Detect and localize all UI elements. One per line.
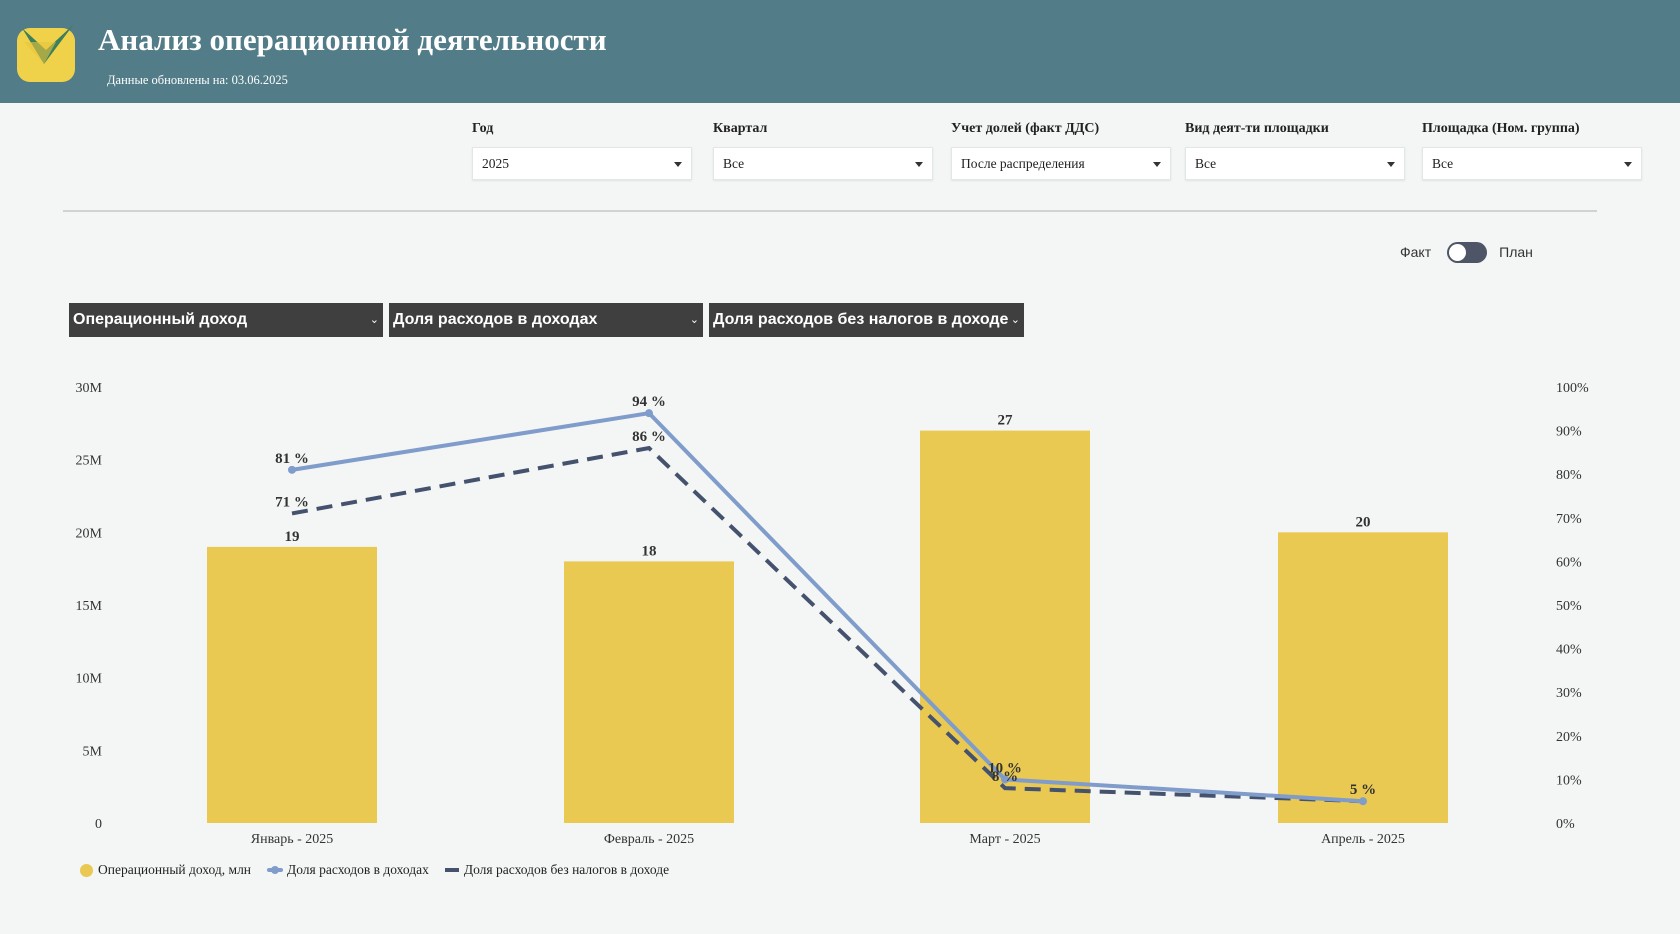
bar-data-label: 27 [998,413,1014,429]
y-left-tick-label: 10M [76,672,103,687]
chevron-down-icon: ⌄ [1010,314,1020,326]
y-left-tick-label: 30M [76,381,103,396]
x-tick-label: Январь - 2025 [251,832,334,847]
caret-down-icon [915,162,923,167]
bar-data-label: 19 [285,529,300,545]
measure-dropdown-2-label: Доля расходов в доходах [393,311,598,328]
y-right-tick-label: 80% [1556,468,1582,483]
legend-item-expense-share-no-tax[interactable]: Доля расходов без налогов в доходе [444,862,670,878]
company-logo [17,24,75,82]
bar [564,561,734,823]
chevron-down-icon: ⌄ [689,314,699,326]
toggle-knob [1449,243,1467,261]
y-right-tick-label: 40% [1556,643,1582,658]
caret-down-icon [1153,162,1161,167]
caret-down-icon [674,162,682,167]
legend-swatch-bar [80,863,93,877]
y-right-tick-label: 30% [1556,686,1582,701]
bar [207,546,377,823]
toggle-plan-label: План [1499,244,1533,260]
series-line-point [1359,797,1367,806]
y-left-tick-label: 0 [95,817,102,832]
filter-site-group-value: Все [1432,156,1454,171]
filter-year-label: Год [472,121,494,136]
y-right-tick-label: 10% [1556,773,1582,788]
dashed-data-label: 86 % [632,429,666,445]
y-left-tick-label: 15M [76,599,103,614]
y-right-tick-label: 70% [1556,512,1582,527]
filter-share-accounting-value: После распределения [961,156,1085,171]
y-left-tick-label: 5M [83,744,103,759]
series-line-dashed [291,445,1364,804]
filter-site-group-label: Площадка (Ном. группа) [1422,121,1580,136]
line-data-label: 5 % [1350,782,1376,798]
bar [920,430,1090,823]
x-tick-label: Февраль - 2025 [604,832,694,847]
series-line-point [288,465,296,474]
bar-data-label: 18 [642,543,657,559]
line-data-label: 94 % [632,394,666,410]
y-right-tick-label: 90% [1556,425,1582,440]
caret-down-icon [1387,162,1395,167]
combo-chart: 0 5M 10M 15M 20M 25M 30M 0% 10% 20% 30% 40% 50% 60% 70… [76,381,1589,847]
toggle-fact-label: Факт [1400,244,1432,260]
filter-share-accounting: Учет долей (факт ДДС) После распределени… [951,121,1171,180]
series-line-point [1001,775,1009,784]
bar [1278,532,1448,823]
legend-item-income[interactable]: Операционный доход, млн [80,862,251,878]
measure-dropdown-3[interactable]: Доля расходов без налогов в доходе ⌄ [709,303,1024,337]
line-data-label: 81 % [275,451,309,467]
filter-site-activity-dropdown[interactable]: Все [1185,147,1405,180]
y-right-tick-label: 0% [1556,817,1575,832]
y-right-tick-label: 60% [1556,555,1582,570]
y-right-tick-label: 50% [1556,599,1582,614]
y-left-tick-label: 25M [76,454,103,469]
legend-label-expense-share-no-tax: Доля расходов без налогов в доходе [463,862,670,877]
data-updated-text: Данные обновлены на: 03.06.2025 [107,73,288,87]
filter-site-group: Площадка (Ном. группа) Все [1422,121,1642,180]
filter-quarter-dropdown[interactable]: Все [713,147,933,180]
dashed-data-label: 71 % [275,494,309,510]
legend-item-expense-share[interactable]: Доля расходов в доходах [267,862,429,878]
caret-down-icon [1624,162,1632,167]
chart-legend: Операционный доход, млн Доля расходов в … [80,862,685,878]
measure-dropdown-1[interactable]: Операционный доход ⌄ [69,303,383,337]
measure-dropdown-2[interactable]: Доля расходов в доходах ⌄ [389,303,703,337]
filter-year-dropdown[interactable]: 2025 [472,147,692,180]
filter-site-group-dropdown[interactable]: Все [1422,147,1642,180]
filter-site-activity-value: Все [1195,156,1217,171]
y-right-tick-label: 100% [1556,381,1589,396]
legend-swatch-dashed [444,868,459,872]
series-line-point [645,409,653,418]
y-left-tick-label: 20M [76,526,103,541]
filter-site-activity: Вид деят-ти площадки Все [1185,121,1405,180]
filter-share-accounting-label: Учет долей (факт ДДС) [951,121,1100,136]
filter-year-value: 2025 [482,156,509,171]
measure-dropdown-1-label: Операционный доход [73,311,248,328]
chevron-down-icon: ⌄ [369,314,379,326]
line-data-label: 10 % [988,760,1022,776]
page-title: Анализ операционной деятельности [98,22,607,57]
filter-quarter: Квартал Все [713,121,933,180]
x-tick-label: Март - 2025 [969,832,1040,847]
x-tick-label: Апрель - 2025 [1321,832,1405,847]
fact-plan-toggle[interactable] [1447,241,1488,263]
legend-swatch-line [267,866,284,874]
legend-label-income: Операционный доход, млн [98,862,252,877]
fact-plan-toggle-group: Факт План [1400,240,1533,264]
dashed-data-label: 8 % [992,769,1018,785]
filter-year: Год 2025 [472,121,692,180]
legend-label-expense-share: Доля расходов в доходах [287,862,429,877]
series-line-solid [291,411,1364,804]
measure-dropdown-3-label: Доля расходов без налогов в доходе [713,311,1009,328]
y-right-tick-label: 20% [1556,730,1582,745]
filter-share-accounting-dropdown[interactable]: После распределения [951,147,1171,180]
filter-quarter-label: Квартал [713,121,768,136]
filter-site-activity-label: Вид деят-ти площадки [1185,121,1329,136]
bar-data-label: 20 [1356,514,1371,530]
section-divider [63,210,1597,212]
filter-quarter-value: Все [723,156,745,171]
header-bar: Анализ операционной деятельности Данные … [0,0,1680,103]
